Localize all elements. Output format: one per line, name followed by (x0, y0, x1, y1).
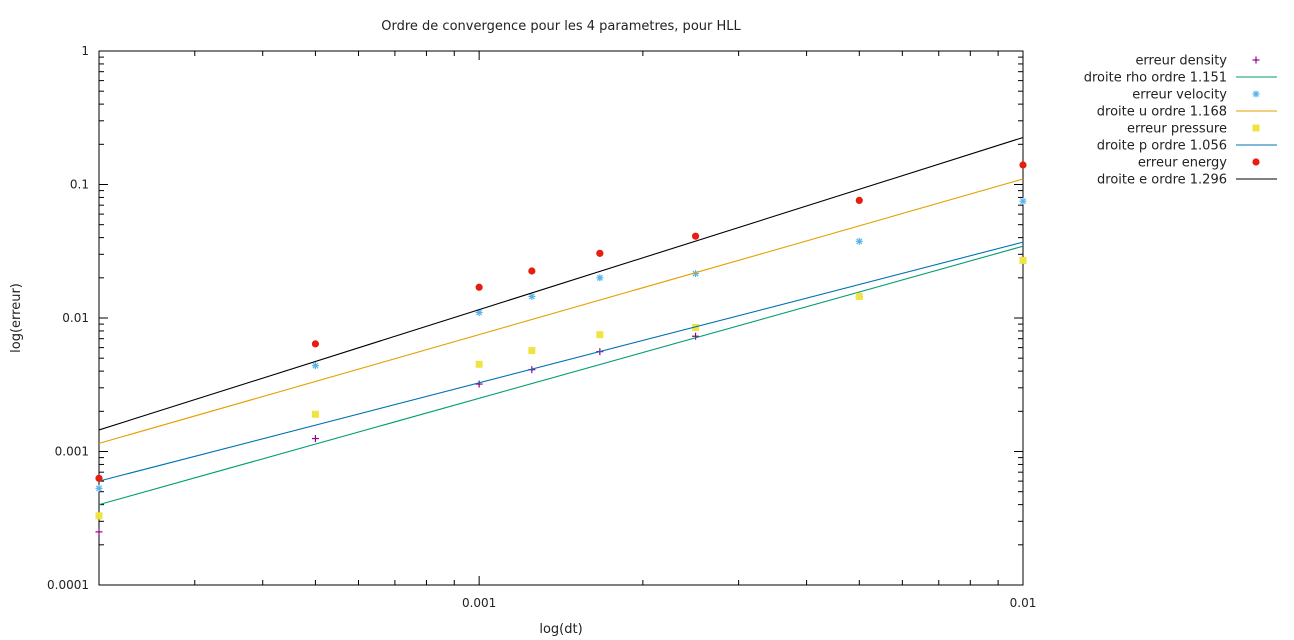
erreur-pressure-point (1019, 256, 1027, 264)
legend-item-droite-e-ordre-1-296: droite e ordre 1.296 (1097, 173, 1277, 188)
series-erreur-density (95, 256, 1027, 536)
y-tick-label: 0.0001 (47, 578, 89, 592)
erreur-energy-point (1019, 161, 1027, 169)
legend-label: erreur velocity (1132, 88, 1227, 103)
legend-item-erreur-pressure: erreur pressure (1127, 122, 1260, 137)
erreur-pressure-point (855, 292, 863, 300)
legend-label: droite u ordre 1.168 (1097, 105, 1227, 120)
erreur-energy-point (855, 196, 863, 205)
droite-u-ordre-1-168-line (98, 178, 1024, 444)
erreur-velocity-point (596, 274, 604, 282)
legend-erreur-density-point (1252, 56, 1260, 64)
series-erreur-pressure (95, 256, 1027, 520)
x-axis-label: log(dt) (539, 622, 582, 637)
erreur-density-point (692, 332, 700, 340)
erreur-velocity-point (311, 362, 319, 370)
legend-item-droite-p-ordre-1-056: droite p ordre 1.056 (1097, 139, 1277, 154)
series-erreur-velocity (95, 197, 1027, 492)
erreur-energy-point (475, 283, 483, 291)
erreur-density-point (95, 528, 103, 536)
series-droite-rho-ordre-1-151 (98, 245, 1024, 506)
y-tick-label: 0.001 (55, 445, 89, 459)
erreur-pressure-point (95, 512, 103, 520)
legend-item-erreur-velocity: erreur velocity (1132, 88, 1260, 103)
series-erreur-energy (95, 161, 1027, 482)
erreur-pressure-point (528, 347, 536, 355)
series-droite-p-ordre-1-056 (98, 241, 1024, 482)
legend-label: droite e ordre 1.296 (1097, 173, 1227, 188)
legend-label: erreur energy (1138, 156, 1227, 171)
erreur-pressure-point (475, 360, 483, 368)
y-axis-label: log(erreur) (9, 283, 24, 353)
erreur-velocity-point (1019, 197, 1027, 205)
droite-e-ordre-1-296-line (98, 136, 1024, 431)
y-tick-label: 1 (81, 44, 89, 58)
series-droite-e-ordre-1-296 (98, 136, 1024, 431)
legend: erreur density droite rho ordre 1.151 erre… (1084, 54, 1277, 188)
erreur-velocity-point (528, 292, 536, 300)
legend-label: erreur pressure (1127, 122, 1227, 137)
erreur-velocity-point (95, 484, 103, 492)
erreur-energy-point (311, 340, 320, 348)
erreur-pressure-point (311, 410, 319, 418)
erreur-velocity-point (855, 237, 863, 245)
legend-label: droite rho ordre 1.151 (1084, 71, 1227, 86)
erreur-density-point (475, 380, 483, 388)
legend-erreur-pressure-point (1252, 124, 1260, 132)
series-droite-u-ordre-1-168 (98, 178, 1024, 444)
erreur-energy-point (691, 232, 700, 240)
axis-ticks: 0.001 0.01 0.0001 0.001 0.01 0.1 1 (47, 44, 1036, 610)
legend-item-droite-rho-ordre-1-151: droite rho ordre 1.151 (1084, 71, 1277, 86)
legend-label: droite p ordre 1.056 (1097, 139, 1227, 154)
x-tick-label: 0.01 (1010, 596, 1037, 610)
legend-item-erreur-density: erreur density (1135, 54, 1260, 69)
legend-erreur-energy-point (1252, 158, 1260, 166)
y-tick-label: 0.1 (70, 178, 89, 192)
erreur-density-point (311, 435, 319, 443)
legend-erreur-velocity-point (1252, 90, 1260, 98)
y-tick-label: 0.01 (62, 311, 89, 325)
erreur-energy-point (95, 474, 103, 482)
erreur-energy-point (596, 249, 604, 257)
droite-rho-ordre-1-151-line (98, 245, 1024, 506)
erreur-pressure-point (692, 323, 700, 331)
legend-label: erreur density (1135, 54, 1227, 69)
series-layer (95, 136, 1027, 536)
chart-title: Ordre de convergence pour les 4 parametr… (381, 19, 741, 34)
x-tick-label: 0.001 (462, 596, 496, 610)
plot-area-border (98, 50, 1024, 586)
erreur-energy-point (528, 267, 536, 275)
legend-item-erreur-energy: erreur energy (1138, 156, 1260, 171)
erreur-pressure-point (596, 331, 604, 339)
droite-p-ordre-1-056-line (98, 241, 1024, 482)
legend-item-droite-u-ordre-1-168: droite u ordre 1.168 (1097, 105, 1277, 120)
